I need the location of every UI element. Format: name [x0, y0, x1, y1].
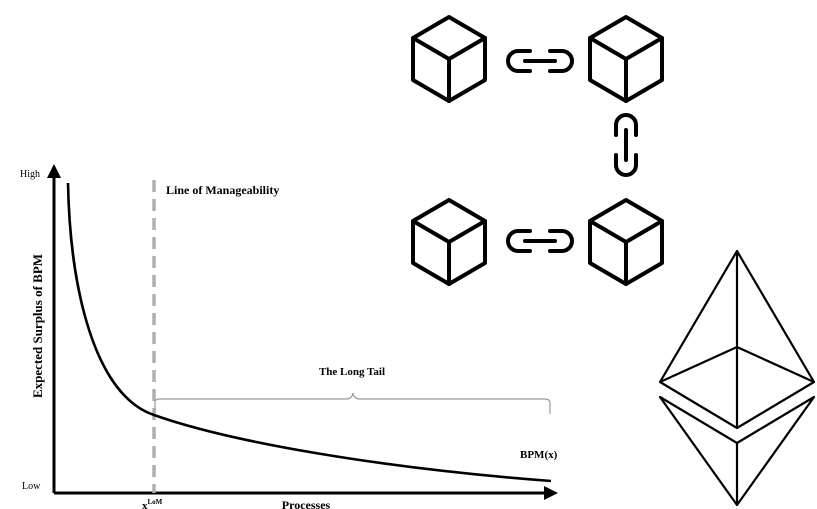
y-axis-arrow [47, 164, 61, 178]
y-tick-high: High [20, 169, 40, 180]
cube-icon [411, 198, 487, 286]
x-lom-label: xLoM [142, 498, 163, 509]
chain-link-icon [506, 49, 574, 73]
cube-icon [411, 15, 487, 103]
cube-icon [588, 198, 664, 286]
blockchain-icon [411, 15, 664, 286]
cube-icon [588, 15, 664, 103]
line-of-manageability-label: Line of Manageability [166, 183, 279, 197]
x-lom-label-sup: LoM [148, 498, 163, 506]
chain-link-icon [614, 113, 638, 177]
long-tail-brace [154, 392, 551, 414]
bpm-curve [66, 182, 552, 483]
curve-label: BPM(x) [520, 449, 558, 461]
y-axis-title: Expected Surplus of BPM [30, 254, 45, 398]
long-tail-label: The Long Tail [319, 366, 385, 378]
x-lom-label-base: x [142, 500, 148, 509]
chart: High Low Expected Surplus of BPM Process… [20, 164, 558, 509]
ethereum-logo [658, 249, 816, 507]
y-tick-low: Low [22, 481, 41, 492]
x-axis-arrow [544, 486, 558, 500]
chain-link-icon [506, 229, 574, 253]
x-axis-title: Processes [282, 498, 331, 509]
